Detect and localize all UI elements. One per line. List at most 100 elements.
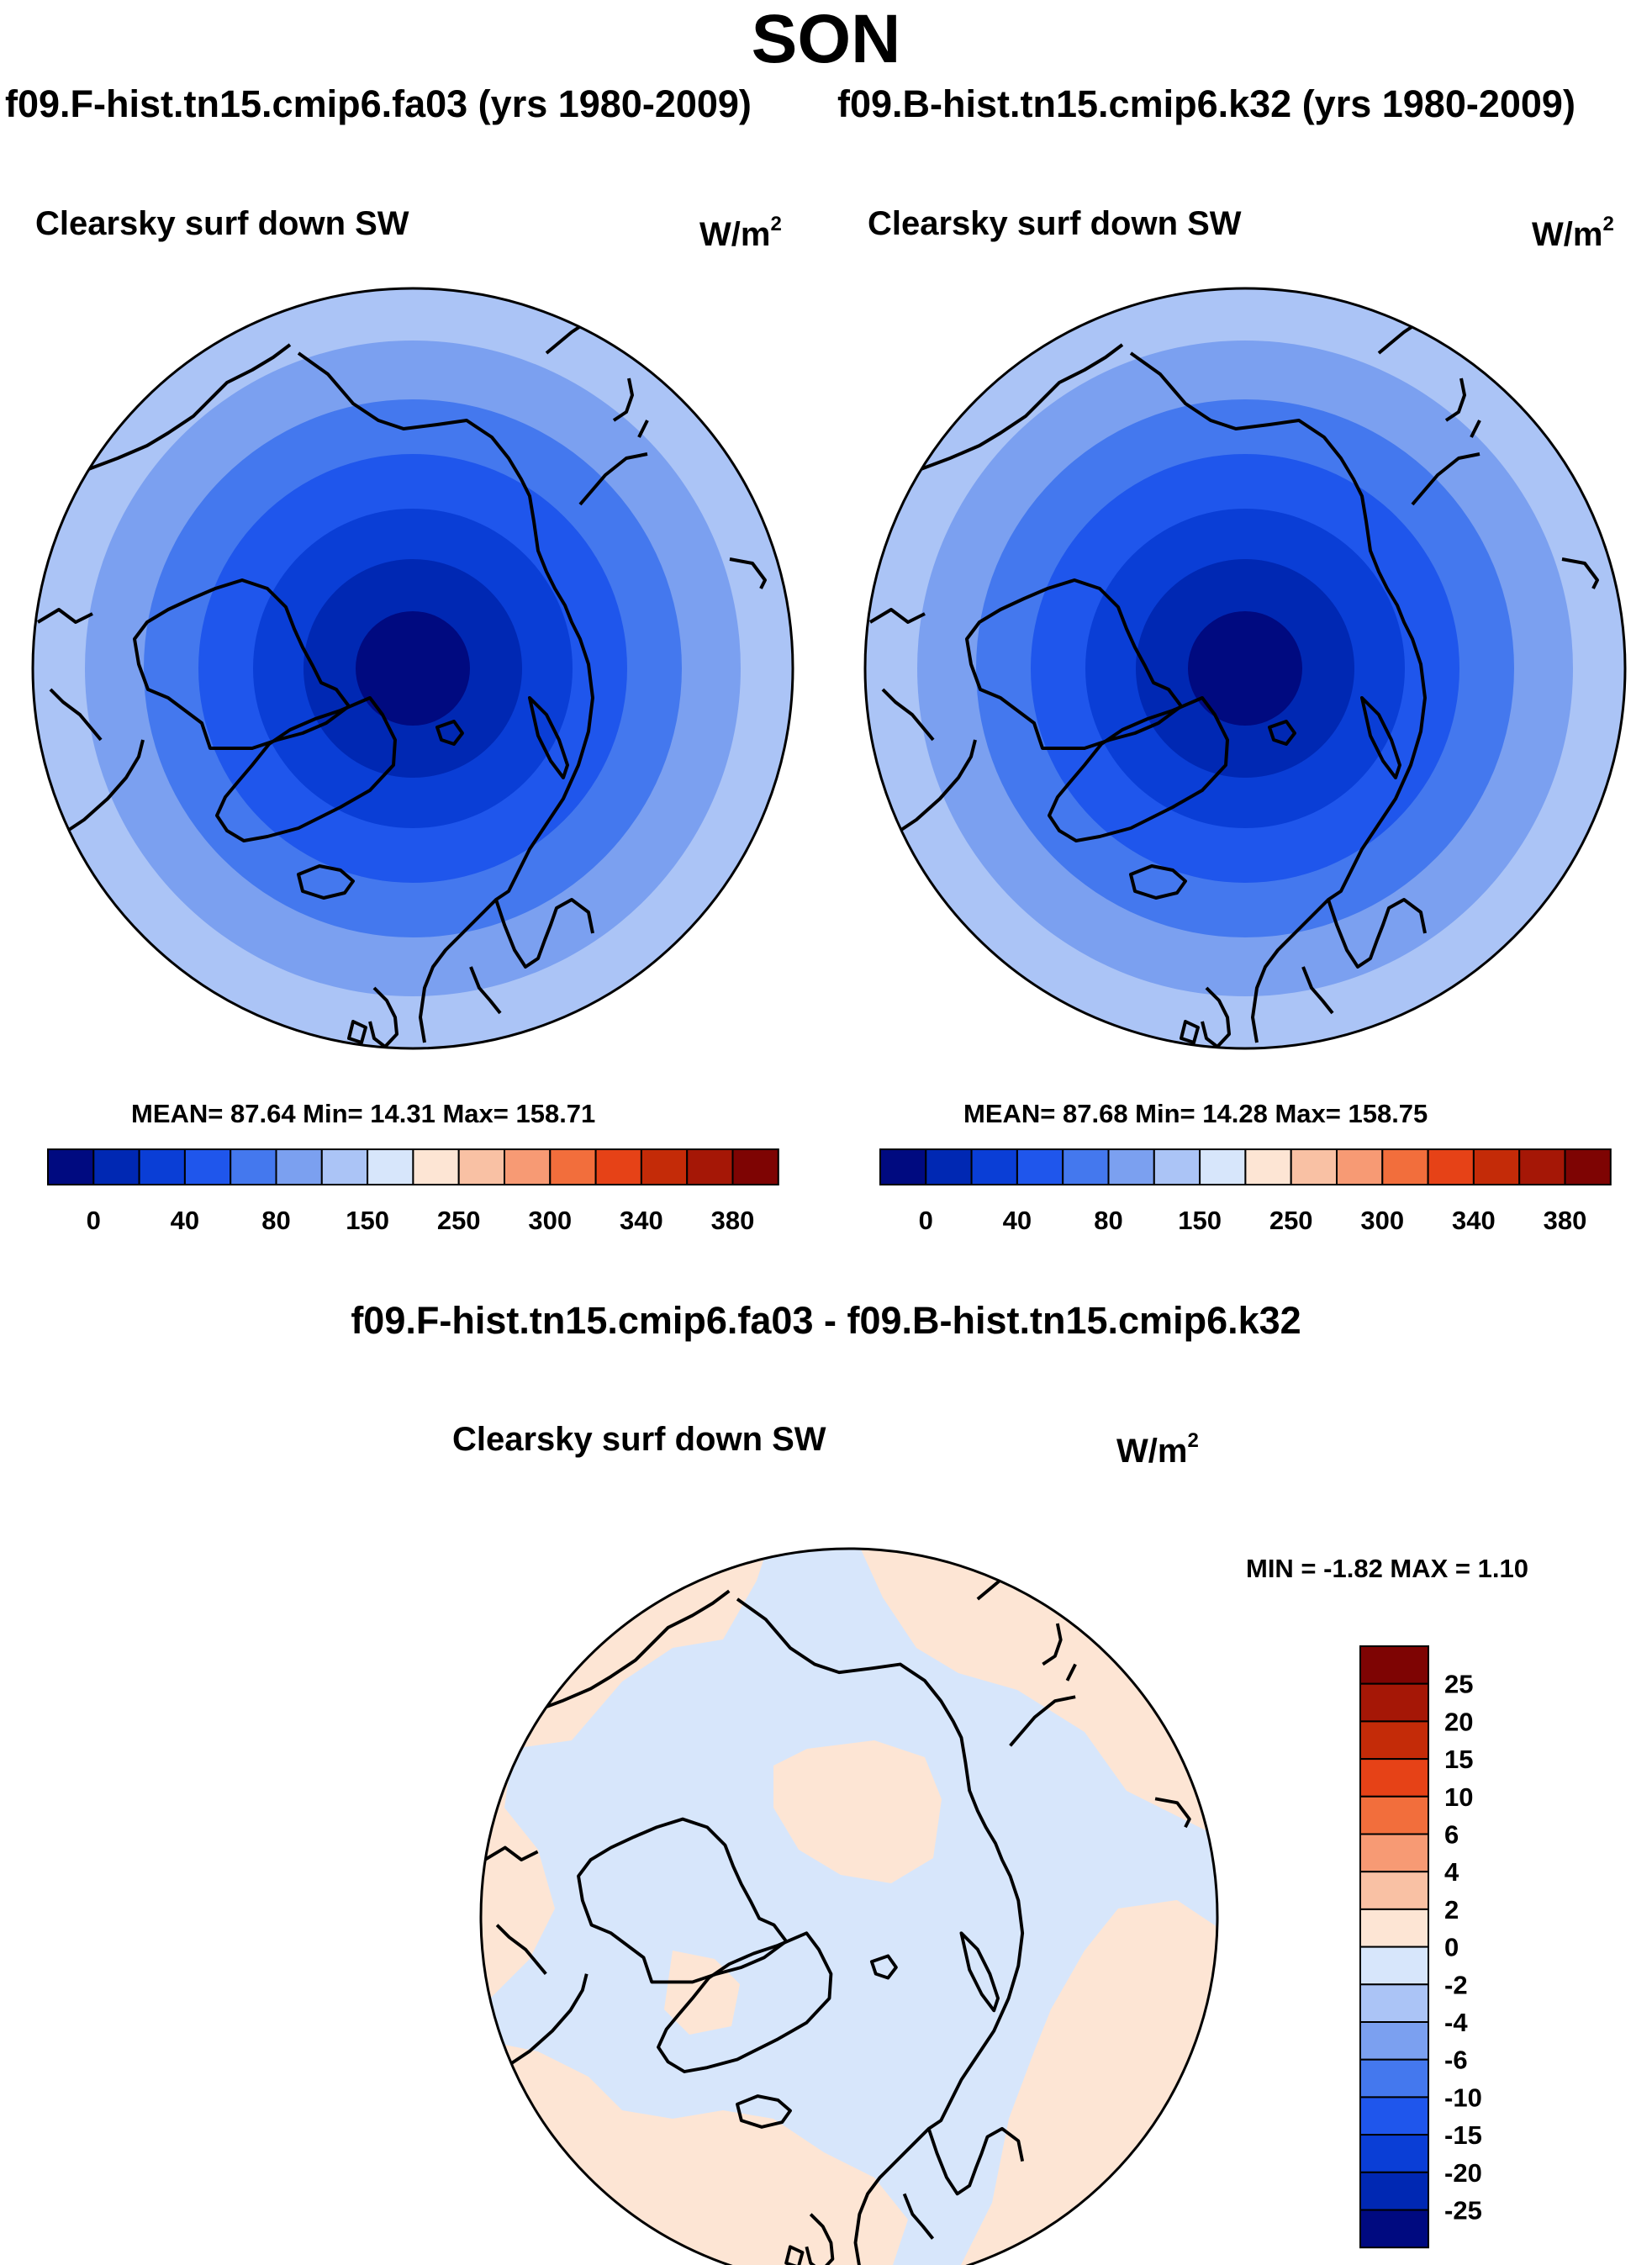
- colorbar-box-15: [1359, 2209, 1429, 2249]
- colorbar-box-2: [1359, 1720, 1429, 1761]
- greenland-coastline: [1048, 696, 1229, 842]
- svalbard-coastline: [435, 720, 464, 746]
- panel2-title: Clearsky surf down SW: [868, 205, 1242, 242]
- colorbar-box-1: [92, 1148, 140, 1185]
- colorbar-box-8: [1244, 1148, 1292, 1185]
- colorbar-tick-label: 20: [1444, 1707, 1473, 1736]
- colorbar-box-9: [1290, 1148, 1338, 1185]
- britain-coastline: [1180, 986, 1231, 1048]
- colorbar-box-15: [1564, 1148, 1612, 1185]
- panel1-map-border: [31, 287, 794, 1050]
- greenland-coastline: [215, 696, 397, 842]
- colorbar-box-3: [1016, 1148, 1064, 1185]
- alaska-east-coast: [729, 557, 767, 589]
- alaska-east-coast: [1561, 557, 1599, 589]
- colorbar-box-2: [970, 1148, 1018, 1185]
- colorbar-box-4: [230, 1148, 277, 1185]
- colorbar-box-12: [1427, 1148, 1475, 1185]
- colorbar-box-11: [1359, 2058, 1429, 2099]
- case-title-left: f09.F-hist.tn15.cmip6.fa03 (yrs 1980-200…: [5, 82, 752, 125]
- colorbar-tick-label: 10: [1444, 1782, 1473, 1812]
- iceland-coastline: [297, 864, 355, 900]
- colorbar-box-14: [1518, 1148, 1566, 1185]
- panel2-coastlines: [868, 288, 1599, 1048]
- kamchatka-coastline: [1042, 1623, 1077, 1682]
- colorbar-box-13: [640, 1148, 689, 1185]
- negative-diff-region: [488, 1549, 1217, 2265]
- novaya-zemlya-coastline: [528, 696, 569, 779]
- panel3-title: Clearsky surf down SW: [452, 1421, 826, 1458]
- colorbar-tick-label: 150: [346, 1206, 389, 1235]
- greenland-coastline: [657, 1931, 833, 2073]
- colorbar-box-7: [367, 1148, 414, 1185]
- map-panel2: [865, 288, 1625, 1048]
- colorbar-tick-label: 80: [1094, 1206, 1122, 1235]
- kamchatka-coastline: [1444, 378, 1481, 438]
- map-panel3: [481, 1549, 1217, 2265]
- britain-coastline: [784, 2213, 835, 2265]
- colorbar-tick-label: 0: [919, 1206, 933, 1235]
- colorbar-box-4: [1062, 1148, 1110, 1185]
- colorbar-tick-label: 250: [1269, 1206, 1313, 1235]
- kamchatka-coastline: [612, 378, 649, 438]
- north-america-coastline: [483, 1589, 731, 2078]
- novaya-zemlya-coastline: [959, 1931, 1000, 2013]
- colorbar-box-14: [686, 1148, 734, 1185]
- colorbar-tick-label: -6: [1444, 2046, 1468, 2075]
- colorbar-box-6: [1359, 1871, 1429, 1910]
- colorbar-tick-label: -25: [1444, 2196, 1482, 2225]
- colorbar-tick-label: 300: [1360, 1206, 1404, 1235]
- colorbar-tick-label: -10: [1444, 2083, 1482, 2112]
- colorbar-box-4: [1359, 1795, 1429, 1835]
- colorbar-tick-label: 150: [1178, 1206, 1222, 1235]
- colorbar-box-3: [183, 1148, 232, 1185]
- britain-coastline: [347, 986, 398, 1048]
- colorbar-tick-label: -2: [1444, 1970, 1468, 1999]
- panel3-minmax: MIN = -1.82 MAX = 1.10: [1246, 1554, 1528, 1583]
- colorbar-tick-label: 40: [171, 1206, 199, 1235]
- map-panel1: [33, 288, 793, 1048]
- scandinavia-coastline: [469, 898, 594, 1015]
- colorbar-box-2: [138, 1148, 186, 1185]
- panel1-rings: [33, 288, 793, 1048]
- colorbar-box-13: [1359, 2134, 1429, 2173]
- case-title-right: f09.B-hist.tn15.cmip6.k32 (yrs 1980-2009…: [837, 82, 1575, 125]
- canadian-archipelago-coastline: [133, 578, 351, 750]
- panel1-title: Clearsky surf down SW: [35, 205, 409, 242]
- colorbar-tick-label: 80: [261, 1206, 290, 1235]
- colorbar-box-9: [1359, 1983, 1429, 2024]
- scandinavia-coastline: [902, 2126, 1025, 2240]
- colorbar-tick-label: 380: [711, 1206, 755, 1235]
- colorbar-box-12: [1359, 2096, 1429, 2136]
- colorbar-panel2: 0 40 80 150 250 300 340 380: [879, 1148, 1612, 1235]
- colorbar-tick-label: 0: [1444, 1933, 1459, 1962]
- panel2-map-border: [863, 287, 1627, 1050]
- colorbar-tick-label: 340: [1452, 1206, 1496, 1235]
- panel3-units: W/m2: [1116, 1429, 1199, 1470]
- positive-diff-arctic-patch: [773, 1740, 942, 1883]
- scandinavia-coastline: [1301, 898, 1427, 1015]
- main-title: SON: [751, 1, 901, 77]
- canadian-archipelago-coastline: [577, 1817, 789, 1984]
- colorbar-box-1: [925, 1148, 973, 1185]
- north-america-coastline: [36, 343, 292, 847]
- colorbar-box-7: [1359, 1908, 1429, 1948]
- colorbar-box-6: [320, 1148, 369, 1185]
- colorbar-box-8: [1359, 1946, 1429, 1986]
- colorbar-box-0: [879, 1148, 927, 1185]
- panel2-rings: [865, 288, 1625, 1048]
- colorbar-tick-label: 340: [620, 1206, 663, 1235]
- colorbar-box-13: [1472, 1148, 1521, 1185]
- colorbar-box-8: [412, 1148, 460, 1185]
- panel2-units: W/m2: [1532, 213, 1614, 253]
- colorbar-tick-label: 0: [87, 1206, 101, 1235]
- colorbar-box-9: [457, 1148, 506, 1185]
- colorbar-tick-label: 250: [437, 1206, 481, 1235]
- svalbard-coastline: [869, 1954, 898, 1980]
- colorbar-box-14: [1359, 2171, 1429, 2211]
- panel1-coastlines: [36, 288, 767, 1048]
- colorbar-box-10: [504, 1148, 552, 1185]
- colorbar-box-0: [1359, 1645, 1429, 1685]
- panel1-units: W/m2: [699, 213, 782, 253]
